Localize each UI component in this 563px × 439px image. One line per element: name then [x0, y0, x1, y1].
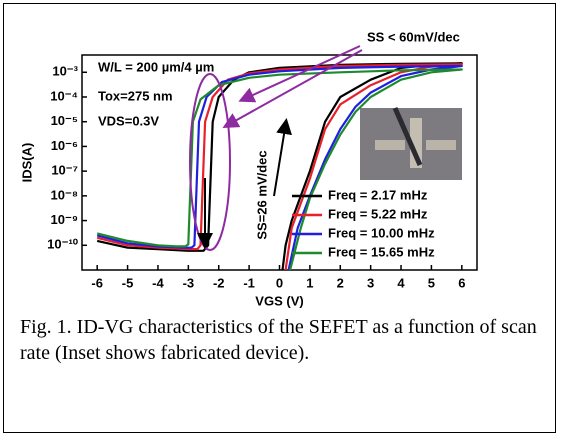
x-tick-label: 3: [367, 275, 374, 290]
x-tick-label: 1: [306, 275, 313, 290]
x-tick-label: -6: [91, 275, 103, 290]
arrow: [273, 118, 292, 197]
y-tick-label: 10⁻⁸: [51, 187, 78, 202]
legend-label: Freq = 2.17 mHz: [328, 187, 428, 202]
series-line: [96, 68, 463, 271]
y-tick-label: 10⁻⁷: [51, 163, 78, 178]
x-tick-label: 6: [458, 275, 465, 290]
x-tick-label: -2: [213, 275, 225, 290]
legend-label: Freq = 10.00 mHz: [328, 225, 435, 240]
y-tick-label: 10⁻⁶: [51, 138, 78, 153]
y-tick-label: 10⁻¹⁰: [47, 237, 79, 252]
x-tick-label: 5: [428, 275, 435, 290]
x-tick-label: -4: [152, 275, 164, 290]
highlight-ellipse: [189, 73, 231, 251]
annotation: W/L = 200 µm/4 µm: [98, 59, 214, 74]
figure-frame: [3, 3, 556, 433]
legend-label: Freq = 5.22 mHz: [328, 206, 428, 221]
annotation: VDS=0.3V: [98, 113, 159, 128]
x-tick-label: 2: [337, 275, 344, 290]
y-tick-label: 10⁻⁵: [51, 113, 78, 128]
annotation: SS < 60mV/dec: [367, 29, 460, 44]
x-axis-label: VGS (V): [255, 293, 303, 308]
annotation: SS=26 mV/dec: [254, 150, 269, 239]
series-line: [96, 64, 463, 271]
y-tick-label: 10⁻⁹: [51, 212, 79, 227]
inset-photo: [360, 106, 462, 180]
x-tick-label: 4: [397, 275, 405, 290]
legend-label: Freq = 15.65 mHz: [328, 244, 435, 259]
y-tick-label: 10⁻⁴: [50, 88, 78, 103]
x-tick-label: -1: [243, 275, 255, 290]
arrow: [238, 45, 361, 103]
annotation: Tox=275 nm: [98, 88, 173, 103]
figure-caption: Fig. 1. ID-VG characteristics of the SEF…: [20, 316, 537, 364]
y-tick-label: 10⁻³: [52, 64, 78, 79]
series-line: [96, 63, 463, 271]
x-tick-label: 0: [276, 275, 283, 290]
x-tick-label: -3: [183, 275, 195, 290]
arrow: [222, 49, 363, 128]
x-tick-label: -5: [122, 275, 134, 290]
y-axis-label: IDS(A): [19, 143, 34, 183]
chart: -6 -5 -4 -3 -2 -1 0 1 2 3 4 5 6 10⁻¹⁰ 10⁻⁹ 10⁻⁸ 10⁻⁷ 10⁻⁶…: [19, 29, 478, 308]
